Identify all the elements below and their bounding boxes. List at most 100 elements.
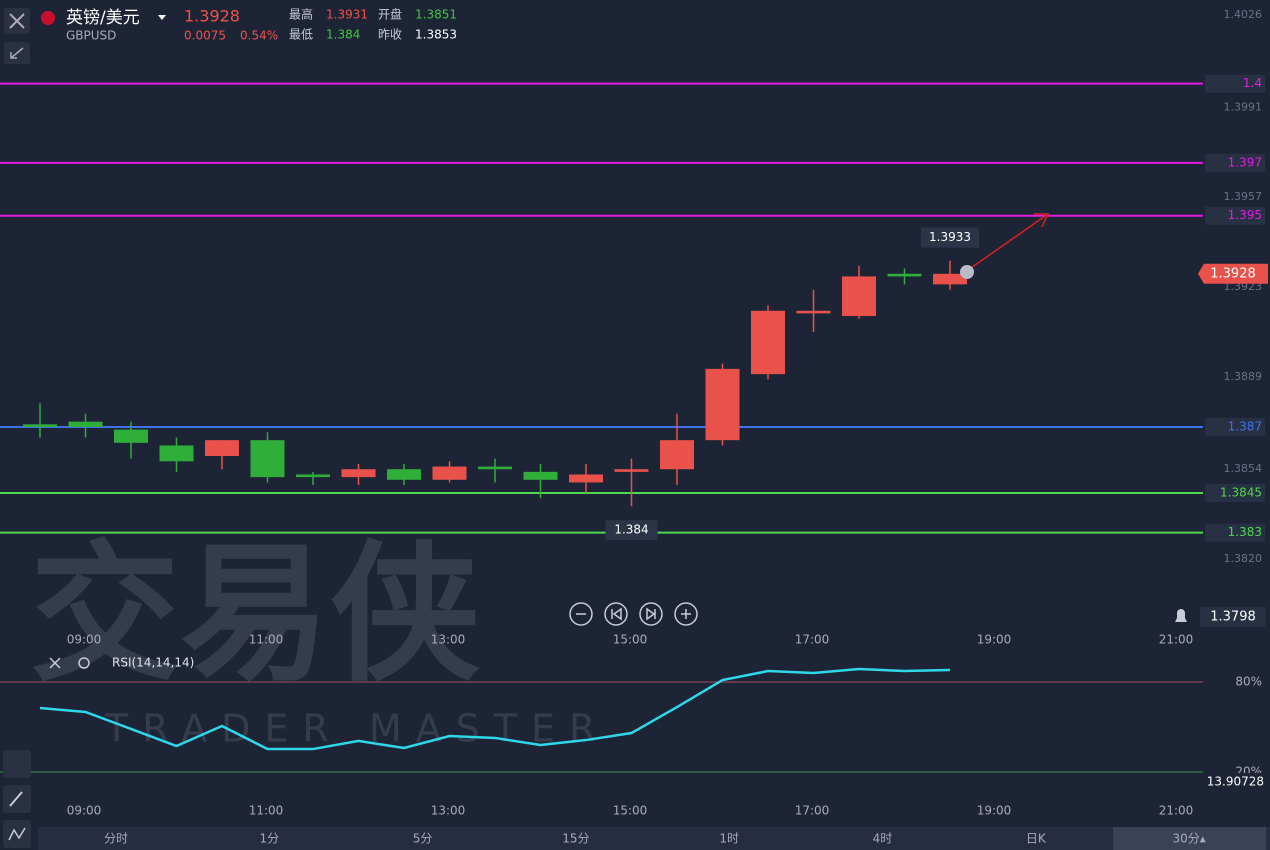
time-label: 11:00: [249, 633, 284, 647]
rsi-line: [39, 667, 951, 751]
time-label: 15:00: [613, 804, 648, 818]
nav: [569, 602, 698, 626]
tab[interactable]: 1分: [259, 832, 279, 846]
icon: [681, 609, 691, 619]
price-tick-label: 1.4026: [1224, 8, 1263, 21]
tab[interactable]: 分时: [104, 832, 128, 846]
candle-body: [751, 310, 785, 375]
rsi-close[interactable]: [49, 657, 61, 669]
time-label: 11:00: [249, 804, 284, 818]
change: 0.0075: [184, 29, 226, 43]
tab[interactable]: 4时: [873, 832, 893, 846]
zoom-in[interactable]: [674, 602, 698, 626]
rsi-settings[interactable]: [78, 657, 90, 669]
rsi-label: RSI(14,14,14): [112, 656, 194, 670]
go-start[interactable]: [604, 602, 628, 626]
low-label: 1.384: [614, 523, 648, 537]
level-tag: [1205, 483, 1265, 502]
candle-body: [296, 474, 330, 478]
stat-value: 1.3931: [326, 8, 368, 22]
icon: [8, 827, 26, 841]
symbol: GBPUSD: [66, 29, 116, 43]
candle-body: [341, 469, 376, 478]
time-label: 13:00: [431, 633, 466, 647]
zoom-out[interactable]: [569, 602, 593, 626]
pair-name[interactable]: 英镑/美元: [66, 8, 140, 28]
dropdown[interactable]: [158, 15, 166, 20]
price-tick-label: 1.3854: [1224, 462, 1263, 475]
level-tag: [1205, 523, 1265, 542]
high-tag: [921, 227, 979, 248]
stat-label: 最高: [289, 7, 313, 22]
price-tick-label: 1.3820: [1224, 552, 1263, 565]
change-pct: 0.54%: [240, 29, 278, 43]
price-tick-label: 1.3957: [1224, 190, 1263, 203]
price: 1.3928: [184, 7, 240, 26]
level-tag: [1205, 417, 1265, 436]
extra-tag: [1200, 773, 1268, 791]
stat-value: 1.3853: [415, 28, 457, 42]
candle-body: [478, 466, 512, 470]
plot: 1.40261.39911.39571.39231.38891.38541.38…: [0, 8, 1268, 818]
rsi-tick-label: 80%: [1235, 675, 1262, 689]
price-tick-label: 1.3889: [1224, 370, 1263, 383]
level-label: 1.395: [1228, 208, 1262, 222]
candle-body: [23, 424, 57, 427]
watermark: 交易侠 TRADER MASTER: [30, 528, 595, 751]
tab[interactable]: 1时: [719, 832, 739, 846]
shrink-icon: [10, 47, 24, 59]
level-tag: [1205, 74, 1265, 93]
trend-arrow: [967, 213, 1050, 271]
candle-body: [387, 469, 421, 480]
watermark-cn: 交易侠: [30, 528, 481, 702]
candle-body: [250, 440, 285, 478]
time-label: 21:00: [1159, 804, 1194, 818]
tab[interactable]: 30分▴: [1172, 832, 1205, 846]
candle-body: [660, 440, 694, 470]
go-end[interactable]: [639, 602, 663, 626]
alert-bell[interactable]: [1175, 609, 1187, 622]
level-label: 1.3845: [1220, 485, 1262, 499]
level-tag: [1205, 153, 1265, 172]
candle-body: [205, 440, 239, 457]
low-tag: [605, 520, 658, 541]
candle-body: [842, 276, 876, 317]
time-label: 09:00: [67, 804, 102, 818]
info-icon[interactable]: [960, 265, 974, 279]
candle-body: [705, 368, 740, 441]
tab-bar: [38, 827, 1270, 850]
tab[interactable]: 日K: [1026, 832, 1047, 846]
candle-body: [114, 429, 148, 443]
candle-body: [569, 474, 603, 483]
level-label: 1.4: [1243, 76, 1262, 90]
time-label: 13:00: [431, 804, 466, 818]
tool-candles[interactable]: [3, 750, 31, 778]
flag: [41, 11, 55, 25]
stat-value: 1.384: [326, 28, 360, 42]
tab[interactable]: 15分: [562, 832, 589, 846]
stat-value: 1.3851: [415, 8, 457, 22]
price-tick-label: 1.3991: [1224, 100, 1263, 113]
stats: 最高 1.3931 开盘 1.3851 最低 1.384 昨收 1.3853: [289, 7, 457, 42]
tabs: 分时 1分 5分 15分 1时 4时 日K 30分▴: [104, 827, 1267, 850]
bottom-tag: [1200, 607, 1266, 627]
stat-label: 最低: [289, 28, 313, 42]
tab-selected: [1113, 827, 1267, 850]
time-label: 15:00: [613, 633, 648, 647]
left-tools: [3, 750, 31, 848]
tab[interactable]: 5分: [413, 832, 433, 846]
current-price: 1.3928: [1210, 266, 1256, 281]
time-label: 17:00: [795, 633, 830, 647]
close-icon: [9, 13, 25, 29]
icon: [9, 791, 23, 807]
candle-body: [796, 310, 831, 314]
time-label: 21:00: [1159, 633, 1194, 647]
candle-body: [523, 471, 558, 480]
level-label: 1.383: [1228, 525, 1262, 539]
level-tag: [1205, 206, 1265, 225]
level-label: 1.387: [1228, 419, 1262, 433]
high-label: 1.3933: [929, 230, 971, 244]
time-label: 17:00: [795, 804, 830, 818]
